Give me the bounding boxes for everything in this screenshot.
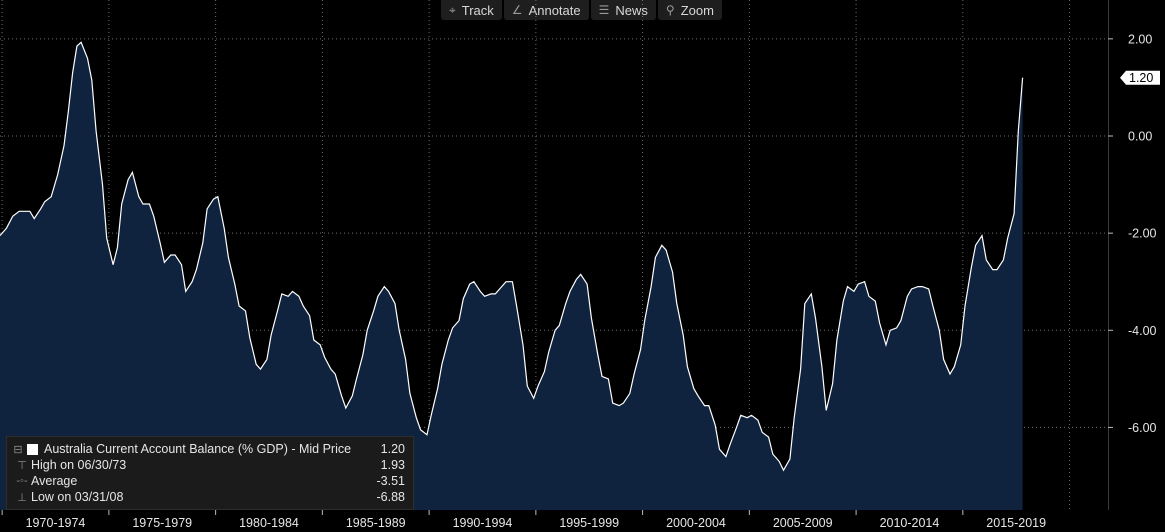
- chart-toolbar: ⌖ Track ∠ Annotate ☰ News ⚲ Zoom: [441, 0, 722, 20]
- annotate-label: Annotate: [528, 2, 581, 18]
- y-tick-label-4: -6.00: [1128, 421, 1157, 435]
- x-tick-label-3: 1985-1989: [346, 516, 406, 530]
- legend-low-row: ⊥ Low on 03/31/08 -6.88: [11, 489, 409, 505]
- last-value-text: 1.20: [1129, 71, 1153, 85]
- collapse-icon[interactable]: ⊟: [13, 443, 23, 456]
- average-label: Average: [31, 474, 78, 488]
- average-value: -3.51: [376, 474, 406, 488]
- series-name: Australia Current Account Balance (% GDP…: [44, 442, 352, 456]
- last-value-marker: 1.20: [1120, 70, 1160, 85]
- x-tick-label-7: 2005-2009: [773, 516, 833, 530]
- x-axis: 1970-1974 1975-1979 1980-1984 1985-1989 1990…: [0, 510, 1165, 532]
- news-button[interactable]: ☰ News: [590, 0, 656, 20]
- last-value-badge: [1120, 70, 1160, 85]
- y-tick-label-3: -4.00: [1128, 324, 1157, 338]
- y-axis: 2.00 0.00 -2.00 -4.00 -6.00: [1108, 32, 1157, 435]
- x-tick-label-4: 1990-1994: [453, 516, 513, 530]
- average-marker-icon: -◦-: [16, 475, 28, 487]
- high-marker-icon: ⊤: [17, 459, 27, 472]
- axis-separator: [1108, 0, 1109, 510]
- news-icon: ☰: [598, 3, 610, 17]
- x-tick-label-2: 1980-1984: [239, 516, 299, 530]
- x-axis-band: [0, 510, 1165, 532]
- legend-high-row: ⊤ High on 06/30/73 1.93: [11, 457, 409, 473]
- y-tick-label-1: 0.00: [1128, 130, 1152, 144]
- track-button[interactable]: ⌖ Track: [441, 0, 502, 20]
- low-label: Low on 03/31/08: [31, 490, 124, 504]
- high-value: 1.93: [380, 458, 405, 472]
- series-area: [0, 42, 1023, 511]
- zoom-label: Zoom: [680, 2, 714, 18]
- x-tick-label-0: 1970-1974: [26, 516, 86, 530]
- x-tick-label-5: 1995-1999: [559, 516, 619, 530]
- high-label: High on 06/30/73: [31, 458, 127, 472]
- y-tick-label-0: 2.00: [1128, 32, 1152, 46]
- low-value: -6.88: [376, 490, 406, 504]
- x-tick-label-8: 2010-2014: [880, 516, 940, 530]
- crosshair-icon: ⌖: [449, 2, 456, 17]
- y-tick-label-2: -2.00: [1128, 227, 1157, 241]
- legend-average-row: -◦- Average -3.51: [11, 473, 409, 489]
- magnifier-icon: ⚲: [665, 3, 675, 17]
- series-line: [0, 41, 1024, 472]
- annotate-button[interactable]: ∠ Annotate: [503, 0, 589, 20]
- x-tick-label-1: 1975-1979: [132, 516, 192, 530]
- zoom-button[interactable]: ⚲ Zoom: [657, 0, 722, 20]
- series-last-value: 1.20: [380, 442, 405, 456]
- legend-panel: ⊟ Australia Current Account Balance (% G…: [6, 436, 414, 510]
- x-tick-label-6: 2000-2004: [666, 516, 726, 530]
- legend-series-row[interactable]: ⊟ Australia Current Account Balance (% G…: [11, 441, 409, 457]
- series-color-swatch: [27, 443, 38, 455]
- low-marker-icon: ⊥: [17, 491, 27, 504]
- news-label: News: [615, 2, 648, 18]
- x-tick-label-9: 2015-2019: [986, 516, 1046, 530]
- pencil-icon: ∠: [511, 3, 523, 17]
- track-label: Track: [461, 2, 494, 18]
